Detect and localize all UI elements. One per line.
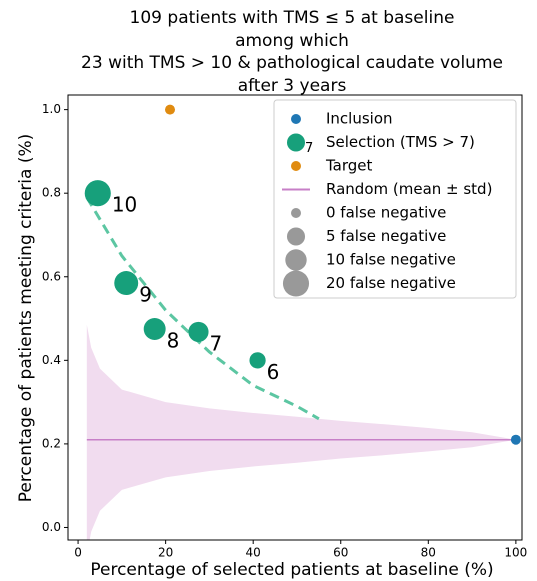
point-label: 6 bbox=[267, 360, 280, 384]
legend-marker bbox=[291, 161, 301, 171]
legend-marker bbox=[287, 133, 305, 152]
point-label: 10 bbox=[112, 193, 137, 217]
bubble bbox=[114, 271, 139, 295]
x-tick-label: 60 bbox=[333, 546, 348, 560]
x-tick-label: 80 bbox=[421, 546, 436, 560]
bubble bbox=[84, 180, 111, 207]
chart-title: among which bbox=[235, 31, 349, 51]
y-tick-label: 0.4 bbox=[42, 353, 61, 367]
size-legend-marker bbox=[282, 270, 310, 297]
x-tick-label: 100 bbox=[504, 546, 527, 560]
legend-box bbox=[273, 99, 517, 299]
y-tick-label: 0.8 bbox=[42, 186, 61, 200]
fit-curve bbox=[85, 196, 320, 421]
bubble bbox=[249, 352, 266, 369]
y-tick-label: 0.0 bbox=[42, 520, 61, 534]
chart-title: 109 patients with TMS ≤ 5 at baseline bbox=[130, 8, 455, 28]
chart-title: 23 with TMS > 10 & pathological caudate … bbox=[81, 53, 503, 73]
legend-label: 20 false negative bbox=[326, 274, 456, 292]
y-axis-label: Percentage of patients meeting criteria … bbox=[16, 134, 36, 503]
legend-label: 0 false negative bbox=[326, 204, 446, 222]
bubble bbox=[510, 434, 521, 445]
legend-marker bbox=[291, 114, 301, 124]
size-legend-marker bbox=[285, 249, 307, 271]
size-legend-marker bbox=[286, 227, 306, 246]
point-label: 8 bbox=[167, 328, 180, 352]
plot-frame bbox=[67, 94, 523, 541]
x-tick-label: 20 bbox=[158, 546, 173, 560]
bubble bbox=[165, 104, 176, 115]
std-band bbox=[86, 324, 516, 540]
point-label: 9 bbox=[139, 283, 152, 307]
legend-label: Random (mean ± std) bbox=[326, 180, 492, 198]
bubble bbox=[188, 321, 209, 343]
legend-marker-text: 7 bbox=[305, 141, 313, 156]
chart-title: after 3 years bbox=[238, 76, 347, 96]
legend-label: Selection (TMS > 7) bbox=[326, 133, 475, 151]
y-tick-label: 1.0 bbox=[42, 102, 61, 116]
legend-label: Inclusion bbox=[326, 110, 393, 128]
size-legend-marker bbox=[291, 208, 301, 218]
x-tick-label: 0 bbox=[74, 546, 82, 560]
point-label: 7 bbox=[210, 331, 223, 355]
y-tick-label: 0.6 bbox=[42, 269, 61, 283]
x-tick-label: 40 bbox=[246, 546, 261, 560]
x-axis-label: Percentage of selected patients at basel… bbox=[90, 560, 493, 580]
legend-label: Target bbox=[325, 157, 373, 175]
bubble bbox=[143, 318, 166, 340]
plot-area bbox=[85, 196, 516, 540]
legend-label: 5 false negative bbox=[326, 227, 446, 245]
legend-label: 10 false negative bbox=[326, 251, 456, 269]
y-tick-label: 0.2 bbox=[42, 436, 61, 450]
